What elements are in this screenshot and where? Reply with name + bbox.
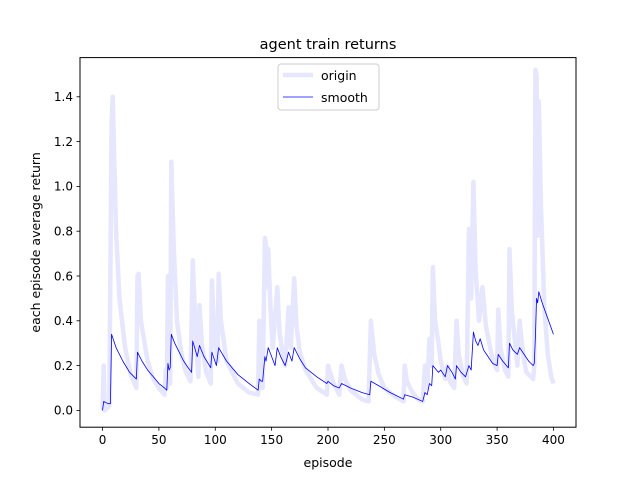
- x-tick-label: 100: [204, 433, 227, 447]
- x-tick-label: 250: [373, 433, 396, 447]
- legend-label-smooth: smooth: [321, 90, 368, 105]
- y-tick-label: 0.4: [54, 314, 73, 328]
- x-tick-label: 400: [542, 433, 565, 447]
- y-tick-label: 0.0: [54, 404, 73, 418]
- y-tick-label: 1.2: [54, 135, 73, 149]
- x-tick-label: 300: [429, 433, 452, 447]
- y-tick-label: 1.4: [54, 90, 73, 104]
- series-line-smooth: [102, 291, 554, 411]
- y-axis: 0.0 0.2 0.4 0.6 0.8 1.0 1.2 1.4: [54, 90, 80, 418]
- y-tick-label: 0.2: [54, 359, 73, 373]
- x-tick-label: 350: [486, 433, 509, 447]
- y-tick-label: 0.8: [54, 225, 73, 239]
- x-axis-label: episode: [304, 455, 353, 470]
- x-tick-label: 200: [317, 433, 340, 447]
- series-line-origin: [100, 67, 556, 413]
- x-tick-label: 50: [151, 433, 166, 447]
- x-axis: 0 50 100 150 200 250 300 350 400: [99, 427, 565, 447]
- y-tick-label: 1.0: [54, 180, 73, 194]
- chart-title: agent train returns: [260, 37, 397, 53]
- series-layer: [100, 67, 556, 413]
- x-tick-label: 0: [99, 433, 107, 447]
- x-tick-label: 150: [260, 433, 283, 447]
- legend: origin smooth: [277, 63, 380, 111]
- y-axis-label: each episode average return: [28, 152, 43, 332]
- legend-label-origin: origin: [321, 68, 357, 83]
- y-tick-label: 0.6: [54, 269, 73, 283]
